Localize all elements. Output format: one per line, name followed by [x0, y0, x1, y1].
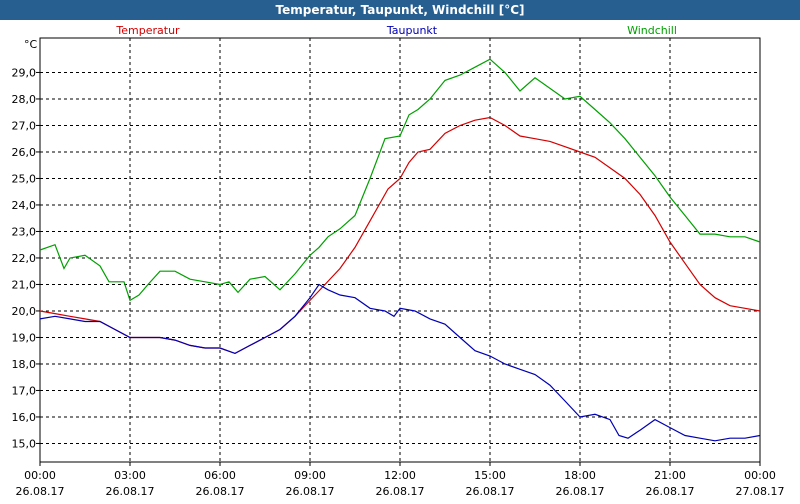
- y-tick-label: 23,0: [12, 225, 37, 238]
- y-tick-label: 26,0: [12, 146, 37, 159]
- x-tick-date-label: 26.08.17: [376, 485, 425, 498]
- y-tick-label: 16,0: [12, 411, 37, 424]
- x-tick-time-label: 03:00: [114, 469, 146, 482]
- x-tick-date-label: 26.08.17: [106, 485, 155, 498]
- x-tick-date-label: 26.08.17: [16, 485, 65, 498]
- y-axis-unit: °C: [24, 38, 38, 51]
- y-tick-label: 18,0: [12, 358, 37, 371]
- y-tick-label: 19,0: [12, 331, 37, 344]
- x-tick-date-label: 26.08.17: [286, 485, 335, 498]
- y-tick-label: 28,0: [12, 93, 37, 106]
- y-tick-label: 21,0: [12, 278, 37, 291]
- y-tick-label: 15,0: [12, 437, 37, 450]
- legend-taupunkt: Taupunkt: [386, 24, 438, 37]
- y-tick-label: 29,0: [12, 66, 37, 79]
- line-chart: 15,0 16,0 17,0 18,0 19,0 20,0 21,0 22,0 23,0 24,0…: [12, 24, 785, 498]
- x-tick-date-label: 26.08.17: [646, 485, 695, 498]
- window-title: Temperatur, Taupunkt, Windchill [°C]: [0, 0, 800, 20]
- y-tick-label: 22,0: [12, 252, 37, 265]
- x-tick-time-label: 18:00: [564, 469, 596, 482]
- legend-temperatur: Temperatur: [115, 24, 180, 37]
- y-tick-label: 25,0: [12, 172, 37, 185]
- x-tick-date-label: 26.08.17: [466, 485, 515, 498]
- x-tick-time-label: 00:00: [24, 469, 56, 482]
- y-tick-label: 27,0: [12, 119, 37, 132]
- x-tick-date-label: 26.08.17: [556, 485, 605, 498]
- x-tick-date-label: 26.08.17: [196, 485, 245, 498]
- x-tick-time-label: 09:00: [294, 469, 326, 482]
- x-tick-time-label: 06:00: [204, 469, 236, 482]
- x-tick-time-label: 21:00: [654, 469, 686, 482]
- chart-area: 15,0 16,0 17,0 18,0 19,0 20,0 21,0 22,0 23,0 24,0…: [0, 20, 800, 500]
- x-tick-time-label: 12:00: [384, 469, 416, 482]
- x-tick-date-label: 27.08.17: [736, 485, 785, 498]
- series-line-windchill: [39, 58, 761, 302]
- y-tick-label: 17,0: [12, 384, 37, 397]
- y-tick-label: 20,0: [12, 305, 37, 318]
- series-line-taupunkt: [39, 283, 761, 442]
- y-tick-label: 24,0: [12, 199, 37, 212]
- x-tick-time-label: 15:00: [474, 469, 506, 482]
- legend-windchill: Windchill: [627, 24, 677, 37]
- x-tick-time-label: 00:00: [744, 469, 776, 482]
